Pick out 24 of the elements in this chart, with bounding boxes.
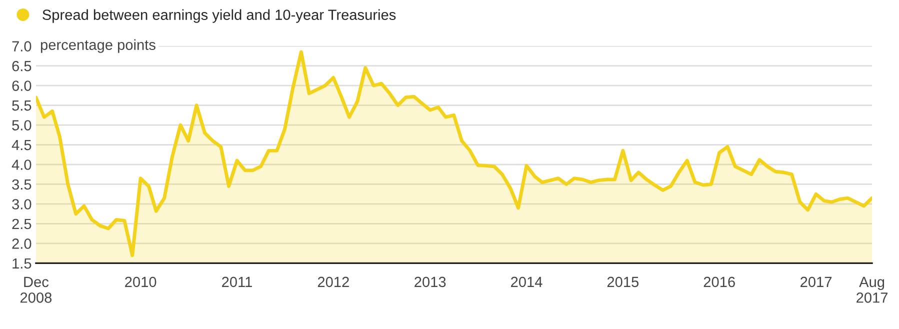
legend-label: Spread between earnings yield and 10-year Treasuries bbox=[42, 9, 396, 23]
x-tick-label: 2017 bbox=[800, 276, 832, 288]
x-tick-label: 2014 bbox=[511, 276, 542, 288]
y-tick-label: 2.5 bbox=[12, 218, 32, 230]
y-axis-title: percentage points bbox=[40, 39, 156, 53]
y-tick-label: 2.0 bbox=[12, 238, 32, 249]
y-tick-label: 1.5 bbox=[12, 258, 32, 269]
y-tick-label: 4.5 bbox=[12, 140, 32, 150]
x-tick-label: Dec 2008 bbox=[20, 276, 52, 303]
y-tick-label: 6.0 bbox=[12, 80, 32, 91]
x-tick-label: 2013 bbox=[414, 276, 446, 288]
x-tick-label: 2012 bbox=[318, 276, 349, 288]
y-tick-label: 7.0 bbox=[12, 41, 32, 52]
x-tick-label: 2010 bbox=[125, 276, 156, 288]
x-tick-label: Aug 2017 bbox=[856, 276, 888, 303]
x-tick-label: 2011 bbox=[222, 276, 252, 288]
y-tick-label: 5.5 bbox=[12, 100, 32, 111]
y-tick-label: 6.5 bbox=[12, 60, 32, 72]
y-tick-label: 4.0 bbox=[12, 160, 32, 170]
y-tick-label: 5.0 bbox=[12, 120, 32, 130]
y-tick-label: 3.5 bbox=[12, 179, 32, 190]
y-tick-label: 3.0 bbox=[12, 199, 32, 210]
x-tick-label: 2016 bbox=[704, 276, 735, 288]
x-tick-label: 2015 bbox=[607, 276, 639, 288]
